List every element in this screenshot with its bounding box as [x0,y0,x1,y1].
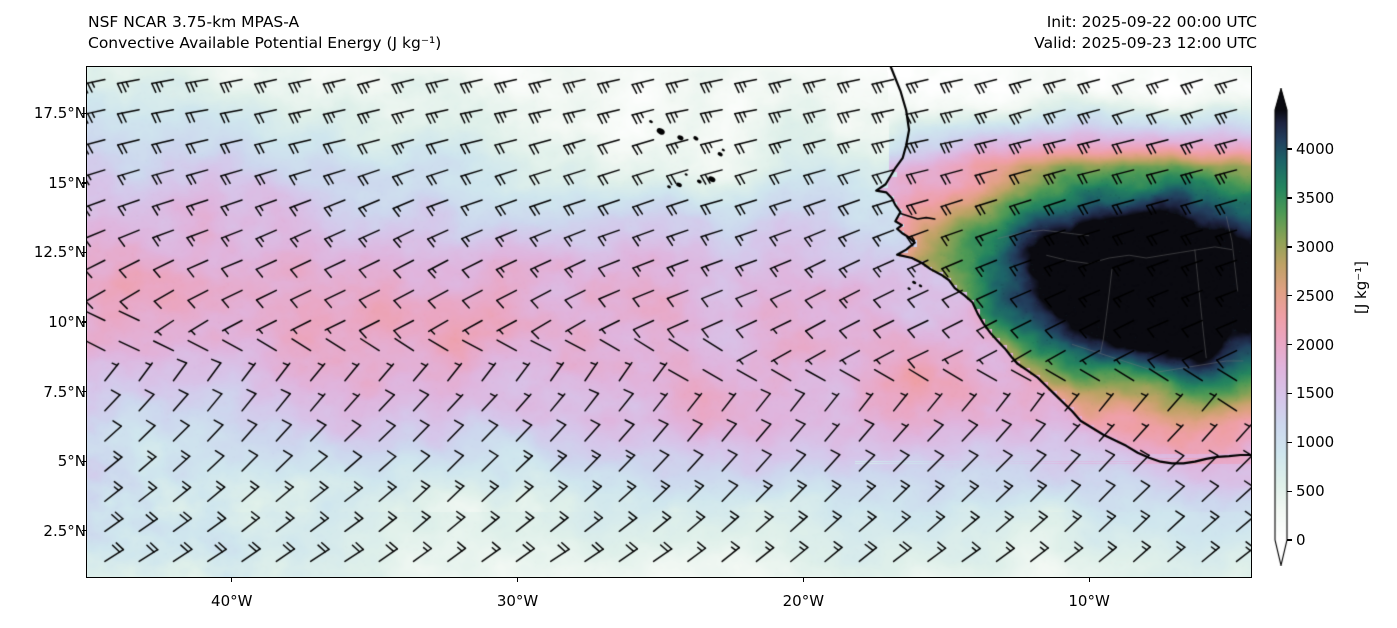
y-tick-label: 15°N [48,173,86,192]
colorbar-tick-label: 3500 [1296,188,1335,207]
y-tick-mark [82,460,86,462]
y-tick-label: 12.5°N [33,243,86,262]
x-tick-label: 10°W [1068,592,1110,610]
x-tick-label: 40°W [211,592,253,610]
colorbar-axis-label: [J kg⁻¹] [1352,260,1370,314]
y-tick-mark [82,112,86,114]
init-time-label: Init: 2025-09-22 00:00 UTC [1046,13,1257,31]
colorbar-tick-label: 2500 [1296,286,1335,305]
field-title: Convective Available Potential Energy (J… [88,34,442,52]
colorbar-tick-label: 4000 [1296,140,1335,159]
x-tick-label: 20°W [782,592,825,610]
cape-map-canvas[interactable] [86,66,1252,578]
y-tick-label: 2.5°N [43,521,86,540]
x-tick-mark [516,578,519,582]
colorbar-tick-label: 0 [1296,531,1306,549]
colorbar-tick-label: 3000 [1296,237,1335,256]
y-tick-mark [82,321,86,323]
colorbar-tick-label: 500 [1296,482,1325,501]
y-tick-label: 5°N [57,452,86,471]
colorbar-tick-mark [1287,343,1292,346]
colorbar-tick-mark [1287,295,1292,297]
colorbar-tick-label: 1500 [1296,384,1335,403]
x-tick-mark [802,578,804,582]
y-tick-label: 10°N [48,313,86,331]
colorbar-tick-mark [1287,392,1292,395]
colorbar-gradient [1266,88,1296,566]
y-tick-label: 17.5°N [33,104,86,123]
y-tick-mark [82,390,86,393]
valid-time-label: Valid: 2025-09-23 12:00 UTC [1034,34,1257,52]
colorbar-tick-mark [1287,148,1292,150]
colorbar-tick-mark [1287,246,1292,248]
y-tick-mark [82,182,86,184]
colorbar-tick-mark [1287,441,1292,443]
y-tick-mark [82,251,86,254]
colorbar-tick-mark [1287,197,1292,199]
x-tick-label: 30°W [496,592,539,610]
y-tick-mark [82,530,86,532]
y-tick-label: 7.5°N [43,382,86,401]
colorbar-tick-mark [1287,490,1292,492]
colorbar-tick-label: 1000 [1296,433,1335,452]
map-plot-area[interactable] [86,66,1252,578]
colorbar-tick-mark [1287,539,1292,541]
colorbar[interactable] [1266,88,1296,566]
x-tick-mark [1088,578,1090,582]
x-tick-mark [231,578,233,582]
model-title: NSF NCAR 3.75-km MPAS-A [88,13,300,31]
colorbar-tick-label: 2000 [1296,335,1335,354]
